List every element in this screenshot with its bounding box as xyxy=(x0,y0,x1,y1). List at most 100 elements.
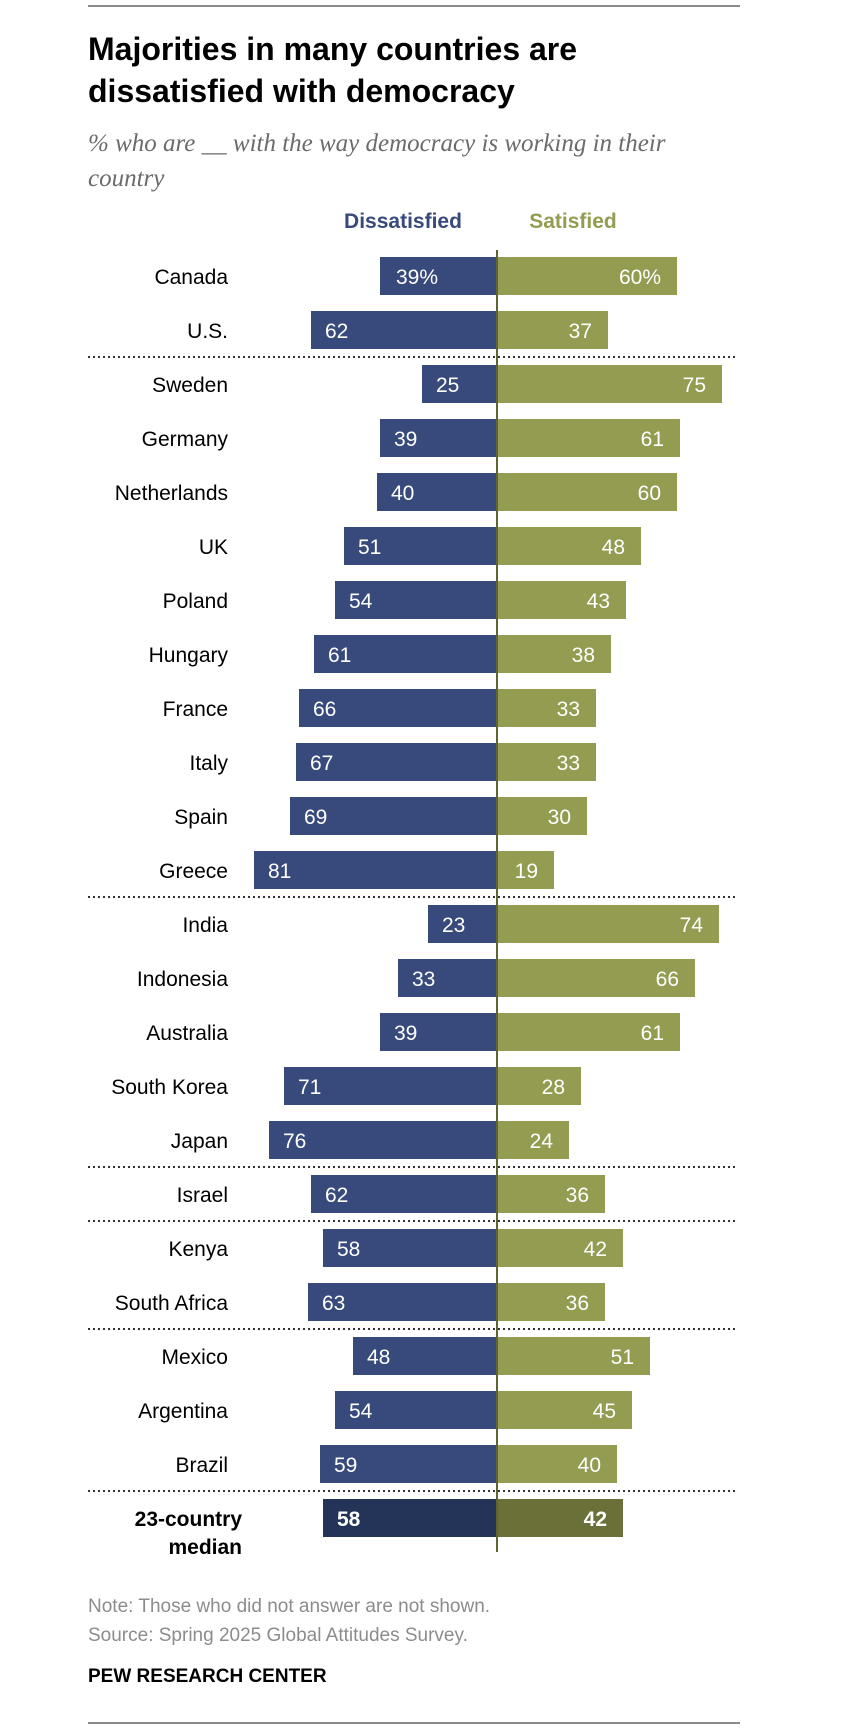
bar-dissatisfied-brazil xyxy=(320,1445,497,1483)
bar-dissatisfied-south-korea xyxy=(284,1067,497,1105)
value-satisfied-netherlands: 60 xyxy=(638,482,661,505)
bar-satisfied-netherlands xyxy=(497,473,677,511)
value-satisfied-mexico: 51 xyxy=(611,1346,634,1369)
category-label-australia: Australia xyxy=(146,1022,228,1045)
bar-dissatisfied-south-africa xyxy=(308,1283,497,1321)
legend-satisfied: Satisfied xyxy=(529,210,617,233)
value-satisfied-argentina: 45 xyxy=(593,1400,616,1423)
value-dissatisfied-u-s: 62 xyxy=(325,320,348,343)
value-dissatisfied-india: 23 xyxy=(442,914,465,937)
value-satisfied-indonesia: 66 xyxy=(656,968,679,991)
bar-dissatisfied-uk xyxy=(344,527,497,565)
brand-logo-text: PEW RESEARCH CENTER xyxy=(88,1666,327,1687)
bar-satisfied-mexico xyxy=(497,1337,650,1375)
value-dissatisfied-italy: 67 xyxy=(310,752,333,775)
bar-satisfied-brazil xyxy=(497,1445,617,1483)
category-label-u-s: U.S. xyxy=(187,320,228,343)
category-label-poland: Poland xyxy=(163,590,228,613)
bar-dissatisfied-france xyxy=(299,689,497,727)
value-dissatisfied-23-country-median: 58 xyxy=(337,1508,361,1531)
category-label-japan: Japan xyxy=(171,1130,228,1153)
chart-subtitle: % who are __ with the way democracy is w… xyxy=(88,130,666,192)
value-dissatisfied-south-korea: 71 xyxy=(298,1076,321,1099)
bar-dissatisfied-kenya xyxy=(323,1229,497,1267)
value-dissatisfied-brazil: 59 xyxy=(334,1454,357,1477)
value-satisfied-brazil: 40 xyxy=(578,1454,601,1477)
bar-dissatisfied-italy xyxy=(296,743,497,781)
bar-satisfied-japan xyxy=(497,1121,569,1159)
value-satisfied-australia: 61 xyxy=(641,1022,664,1045)
chart-source: Source: Spring 2025 Global Attitudes Sur… xyxy=(88,1625,468,1646)
bar-dissatisfied-spain xyxy=(290,797,497,835)
category-label-israel: Israel xyxy=(177,1184,228,1207)
bar-satisfied-australia xyxy=(497,1013,680,1051)
value-satisfied-uk: 48 xyxy=(602,536,625,559)
value-satisfied-italy: 33 xyxy=(557,752,580,775)
value-dissatisfied-mexico: 48 xyxy=(367,1346,390,1369)
category-label-kenya: Kenya xyxy=(168,1238,228,1261)
bar-dissatisfied-sweden xyxy=(422,365,497,403)
bar-satisfied-argentina xyxy=(497,1391,632,1429)
category-label-south-korea: South Korea xyxy=(111,1076,228,1099)
value-dissatisfied-greece: 81 xyxy=(268,860,291,883)
bar-satisfied-south-korea xyxy=(497,1067,581,1105)
value-satisfied-japan: 24 xyxy=(530,1130,554,1153)
value-dissatisfied-sweden: 25 xyxy=(436,374,459,397)
top-rule xyxy=(88,5,740,7)
value-satisfied-23-country-median: 42 xyxy=(584,1508,607,1531)
bar-dissatisfied-argentina xyxy=(335,1391,497,1429)
bar-satisfied-u-s xyxy=(497,311,608,349)
category-label-indonesia: Indonesia xyxy=(137,968,228,991)
category-label-23-country-median-line1: 23-country xyxy=(135,1508,243,1531)
value-satisfied-kenya: 42 xyxy=(584,1238,607,1261)
bar-dissatisfied-japan xyxy=(269,1121,497,1159)
value-dissatisfied-australia: 39 xyxy=(394,1022,417,1045)
bar-satisfied-italy xyxy=(497,743,596,781)
category-label-greece: Greece xyxy=(159,860,228,883)
bar-dissatisfied-netherlands xyxy=(377,473,497,511)
category-label-south-africa: South Africa xyxy=(115,1292,229,1315)
bar-dissatisfied-mexico xyxy=(353,1337,497,1375)
category-label-canada: Canada xyxy=(154,266,228,289)
chart-title: Majorities in many countries are dissati… xyxy=(88,31,578,109)
bar-satisfied-kenya xyxy=(497,1229,623,1267)
value-dissatisfied-israel: 62 xyxy=(325,1184,348,1207)
bar-dissatisfied-hungary xyxy=(314,635,497,673)
value-dissatisfied-argentina: 54 xyxy=(349,1400,373,1423)
value-satisfied-south-korea: 28 xyxy=(542,1076,565,1099)
value-dissatisfied-germany: 39 xyxy=(394,428,417,451)
bar-satisfied-south-africa xyxy=(497,1283,605,1321)
value-dissatisfied-poland: 54 xyxy=(349,590,373,613)
bar-dissatisfied-germany xyxy=(380,419,497,457)
category-label-uk: UK xyxy=(199,536,228,559)
category-label-hungary: Hungary xyxy=(149,644,229,667)
value-satisfied-germany: 61 xyxy=(641,428,664,451)
value-satisfied-hungary: 38 xyxy=(572,644,595,667)
bar-dissatisfied-canada xyxy=(380,257,497,295)
bar-dissatisfied-indonesia xyxy=(398,959,497,997)
value-satisfied-poland: 43 xyxy=(587,590,610,613)
value-satisfied-south-africa: 36 xyxy=(566,1292,589,1315)
diverging-bar-chart: Dissatisfied Satisfied Canada 39% 60% U.S. 62 3… xyxy=(88,210,735,1559)
value-dissatisfied-canada: 39% xyxy=(396,266,438,289)
value-satisfied-sweden: 75 xyxy=(683,374,706,397)
bar-satisfied-23-country-median xyxy=(497,1499,623,1537)
value-satisfied-greece: 19 xyxy=(515,860,538,883)
bar-dissatisfied-india xyxy=(428,905,497,943)
value-dissatisfied-uk: 51 xyxy=(358,536,381,559)
value-satisfied-u-s: 37 xyxy=(569,320,592,343)
bar-satisfied-india xyxy=(497,905,719,943)
bar-satisfied-israel xyxy=(497,1175,605,1213)
bar-dissatisfied-greece xyxy=(254,851,497,889)
bar-dissatisfied-u-s xyxy=(311,311,497,349)
value-satisfied-india: 74 xyxy=(680,914,704,937)
value-dissatisfied-japan: 76 xyxy=(283,1130,306,1153)
value-satisfied-canada: 60% xyxy=(619,266,661,289)
bar-satisfied-germany xyxy=(497,419,680,457)
bar-satisfied-sweden xyxy=(497,365,722,403)
chart-note: Note: Those who did not answer are not s… xyxy=(88,1596,491,1617)
bar-dissatisfied-australia xyxy=(380,1013,497,1051)
bar-satisfied-france xyxy=(497,689,596,727)
category-label-23-country-median-line2: median xyxy=(168,1536,242,1559)
category-label-france: France xyxy=(163,698,228,721)
